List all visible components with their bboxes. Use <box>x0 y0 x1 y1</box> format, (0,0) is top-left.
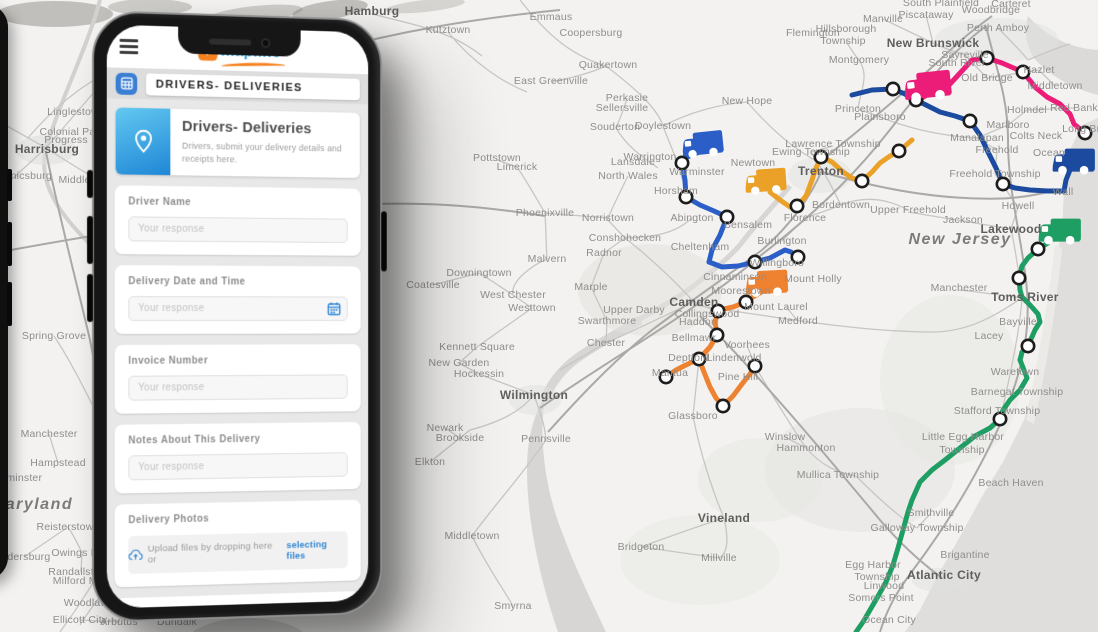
waypoint-stop[interactable] <box>709 327 725 343</box>
waypoint-stop[interactable] <box>674 155 690 171</box>
logo-swoosh <box>220 62 285 66</box>
form-banner: Drivers- Deliveries Drivers, submit your… <box>115 107 360 179</box>
form-header-bar: DRIVERS- DELIVERIES <box>106 67 369 105</box>
edge-phone-mockup <box>0 4 12 580</box>
delivery-notes-input[interactable] <box>128 452 348 481</box>
field-card-driver-name: Driver Name <box>114 185 361 256</box>
cloud-upload-icon <box>128 549 142 561</box>
field-label: Delivery Photos <box>128 513 210 527</box>
waypoint-stop[interactable] <box>719 209 735 225</box>
delivery-route-green <box>853 240 1051 632</box>
form-title-pill: DRIVERS- DELIVERIES <box>146 72 360 100</box>
phone-mockup: mapline DRIVERS- DELIVERIES <box>87 10 387 623</box>
waypoint-stop[interactable] <box>715 398 731 414</box>
banner-description: Drivers, submit your delivery details an… <box>182 140 342 164</box>
waypoint-stop[interactable] <box>747 358 763 374</box>
truck-pink-icon[interactable] <box>902 69 953 104</box>
field-card-notes: Notes About This Delivery <box>114 422 361 494</box>
upload-text: Upload files by dropping here or <box>147 540 273 566</box>
waypoint-stop[interactable] <box>1011 270 1027 286</box>
waypoint-stop[interactable] <box>962 113 978 129</box>
phone-frame: mapline DRIVERS- DELIVERIES <box>87 10 387 623</box>
edge-phone-button <box>7 282 12 326</box>
mute-switch <box>87 169 93 199</box>
field-card-delivery-date: Delivery Date and Time <box>114 265 361 335</box>
waypoint-stop[interactable] <box>658 369 674 385</box>
power-button <box>381 211 387 272</box>
calendar-icon[interactable] <box>327 302 341 317</box>
waypoint-stop[interactable] <box>789 198 805 214</box>
phone-screen: mapline DRIVERS- DELIVERIES <box>106 24 369 609</box>
waypoint-stop[interactable] <box>885 81 901 97</box>
banner-title: Drivers- Deliveries <box>182 117 312 138</box>
field-card-scan-barcode: Scan Barcode <box>114 591 361 609</box>
spreadsheet-icon <box>115 72 138 95</box>
waypoint-stop[interactable] <box>813 149 829 165</box>
delivery-date-input[interactable] <box>128 296 348 322</box>
form-title: DRIVERS- DELIVERIES <box>155 78 303 94</box>
waypoint-stop[interactable] <box>747 254 763 270</box>
waypoint-stop[interactable] <box>1077 125 1093 141</box>
field-card-delivery-photos: Delivery Photos Upload files by dropping… <box>114 499 361 588</box>
waypoint-stop[interactable] <box>790 249 806 265</box>
waypoint-stop[interactable] <box>995 176 1011 192</box>
truck-royal-icon[interactable] <box>680 129 725 160</box>
truck-amber-icon[interactable] <box>744 167 788 196</box>
waypoint-stop[interactable] <box>979 50 995 66</box>
invoice-number-input[interactable] <box>128 374 348 401</box>
waypoint-stop[interactable] <box>678 189 694 205</box>
delivery-route-royal <box>679 150 801 270</box>
field-label: Scan Barcode <box>128 602 347 609</box>
truck-orange-icon[interactable] <box>745 269 789 298</box>
edge-phone-button <box>7 169 12 201</box>
field-card-invoice-number: Invoice Number <box>114 344 361 414</box>
volume-up-button <box>87 215 93 265</box>
selecting-files-link[interactable]: selecting files <box>286 539 328 563</box>
waypoint-stop[interactable] <box>992 411 1008 427</box>
waypoint-stop[interactable] <box>891 143 907 159</box>
waypoint-stop[interactable] <box>691 351 707 367</box>
field-label: Driver Name <box>128 196 192 209</box>
speaker-grill <box>208 37 251 46</box>
front-camera <box>260 37 270 48</box>
waypoint-stop[interactable] <box>854 173 870 189</box>
field-label: Notes About This Delivery <box>128 434 261 447</box>
edge-phone-button <box>7 222 12 266</box>
banner-pin-block <box>115 107 171 176</box>
waypoint-stop[interactable] <box>710 303 726 319</box>
truck-green-icon[interactable] <box>1038 218 1081 245</box>
waypoints-layer <box>658 50 1093 427</box>
file-upload-dropzone[interactable]: Upload files by dropping here or selecti… <box>128 531 348 575</box>
truck-navy-icon[interactable] <box>1052 148 1095 175</box>
hamburger-menu-icon[interactable] <box>119 36 139 58</box>
waypoint-stop[interactable] <box>1015 64 1031 80</box>
volume-down-button <box>87 273 93 323</box>
banner-text: Drivers- Deliveries Drivers, submit your… <box>170 109 359 178</box>
waypoint-stop[interactable] <box>1030 241 1046 257</box>
phone-notch <box>177 26 301 57</box>
location-pin-icon <box>135 130 153 154</box>
waypoint-stop[interactable] <box>1020 338 1036 354</box>
field-label: Invoice Number <box>128 355 209 367</box>
driver-name-input[interactable] <box>128 216 348 244</box>
waypoint-stop[interactable] <box>738 294 754 310</box>
delivery-route-navy <box>849 86 1073 194</box>
field-label: Delivery Date and Time <box>128 276 246 288</box>
